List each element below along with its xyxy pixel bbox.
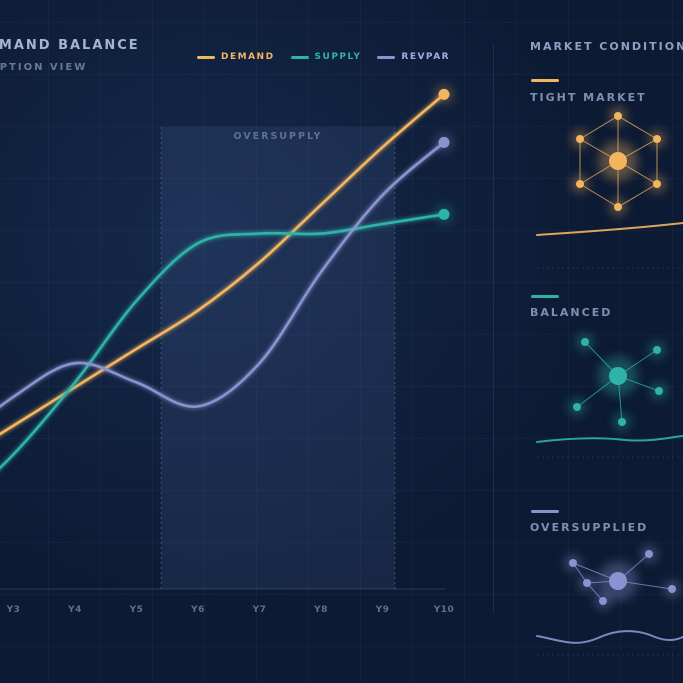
x-tick-y6: Y6 — [190, 605, 205, 615]
oversupplied-network-icon-node — [583, 579, 591, 587]
balanced-trend-line — [536, 435, 683, 443]
series-end-point-demand — [438, 88, 450, 100]
legend-label-revpar: REVPAR — [401, 52, 451, 62]
x-tick-y5: Y5 — [129, 605, 144, 615]
panel-divider — [493, 44, 494, 614]
x-tick-y9: Y9 — [375, 605, 390, 615]
balanced-network-icon-node — [655, 387, 663, 395]
chart-subtitle: RPTION VIEW — [0, 62, 88, 73]
tight-market-trend-line — [536, 222, 683, 236]
tight-market-label: TIGHT MARKET — [530, 91, 647, 104]
tight-market-color-bar — [531, 79, 559, 82]
tight-market-network-icon — [571, 107, 666, 216]
balanced-network-icon — [568, 333, 668, 431]
legend-item-supply: SUPPLY — [290, 52, 362, 62]
oversupplied-network-icon-node — [645, 550, 653, 558]
series-demand — [0, 85, 453, 436]
x-tick-y8: Y8 — [313, 605, 328, 615]
oversupply-band-label: OVERSUPPLY — [233, 131, 322, 142]
oversupplied-network-icon-node — [599, 597, 607, 605]
legend-item-demand: DEMAND — [197, 52, 275, 62]
oversupplied-network-icon-node — [668, 585, 676, 593]
market-condition-title: MARKET CONDITION — [530, 40, 683, 53]
x-tick-y4: Y4 — [67, 605, 82, 615]
balanced-network-icon-node — [573, 403, 581, 411]
tight-market-network-icon-node — [614, 112, 622, 120]
balanced-network-icon-node — [618, 418, 626, 426]
oversupplied-label: OVERSUPPLIED — [530, 521, 649, 534]
tight-market-network-icon-node — [614, 203, 622, 211]
balanced-label: BALANCED — [530, 306, 613, 319]
tight-market-network-icon-node — [576, 180, 584, 188]
legend-label-supply: SUPPLY — [314, 52, 362, 62]
series-revpar — [0, 133, 453, 409]
legend-swatch-revpar — [377, 55, 396, 59]
series-end-point-revpar — [438, 136, 450, 148]
series-line-demand — [0, 93, 446, 436]
tight-market-network-icon-node — [609, 152, 627, 170]
balanced-network-icon-node — [609, 367, 627, 385]
oversupplied-color-bar — [531, 510, 559, 513]
x-tick-y3: Y3 — [6, 605, 21, 615]
tight-market-network-icon-node — [653, 135, 661, 143]
balanced-network-icon-node — [581, 338, 589, 346]
oversupplied-network-icon-node — [609, 572, 627, 590]
balanced-network-icon-node — [653, 346, 661, 354]
legend-swatch-supply — [290, 55, 309, 59]
legend-label-demand: DEMAND — [221, 52, 275, 62]
legend-item-revpar: REVPAR — [377, 52, 450, 62]
x-tick-y10: Y10 — [433, 605, 455, 615]
chart-title: EMAND BALANCE — [0, 38, 140, 53]
oversupplied-network-icon — [564, 545, 681, 610]
tight-market-network-icon-node — [653, 180, 661, 188]
balanced-color-bar — [531, 295, 559, 298]
series-end-point-supply — [438, 208, 450, 220]
oversupplied-network-icon-node — [569, 559, 577, 567]
oversupplied-trend-line — [536, 630, 683, 644]
series-line-revpar — [0, 141, 446, 409]
tight-market-network-icon-node — [576, 135, 584, 143]
legend-swatch-demand — [197, 55, 215, 59]
oversupply-band — [161, 127, 395, 589]
chart-legend: DEMAND SUPPLY REVPAR — [197, 52, 450, 62]
x-tick-y7: Y7 — [252, 605, 267, 615]
